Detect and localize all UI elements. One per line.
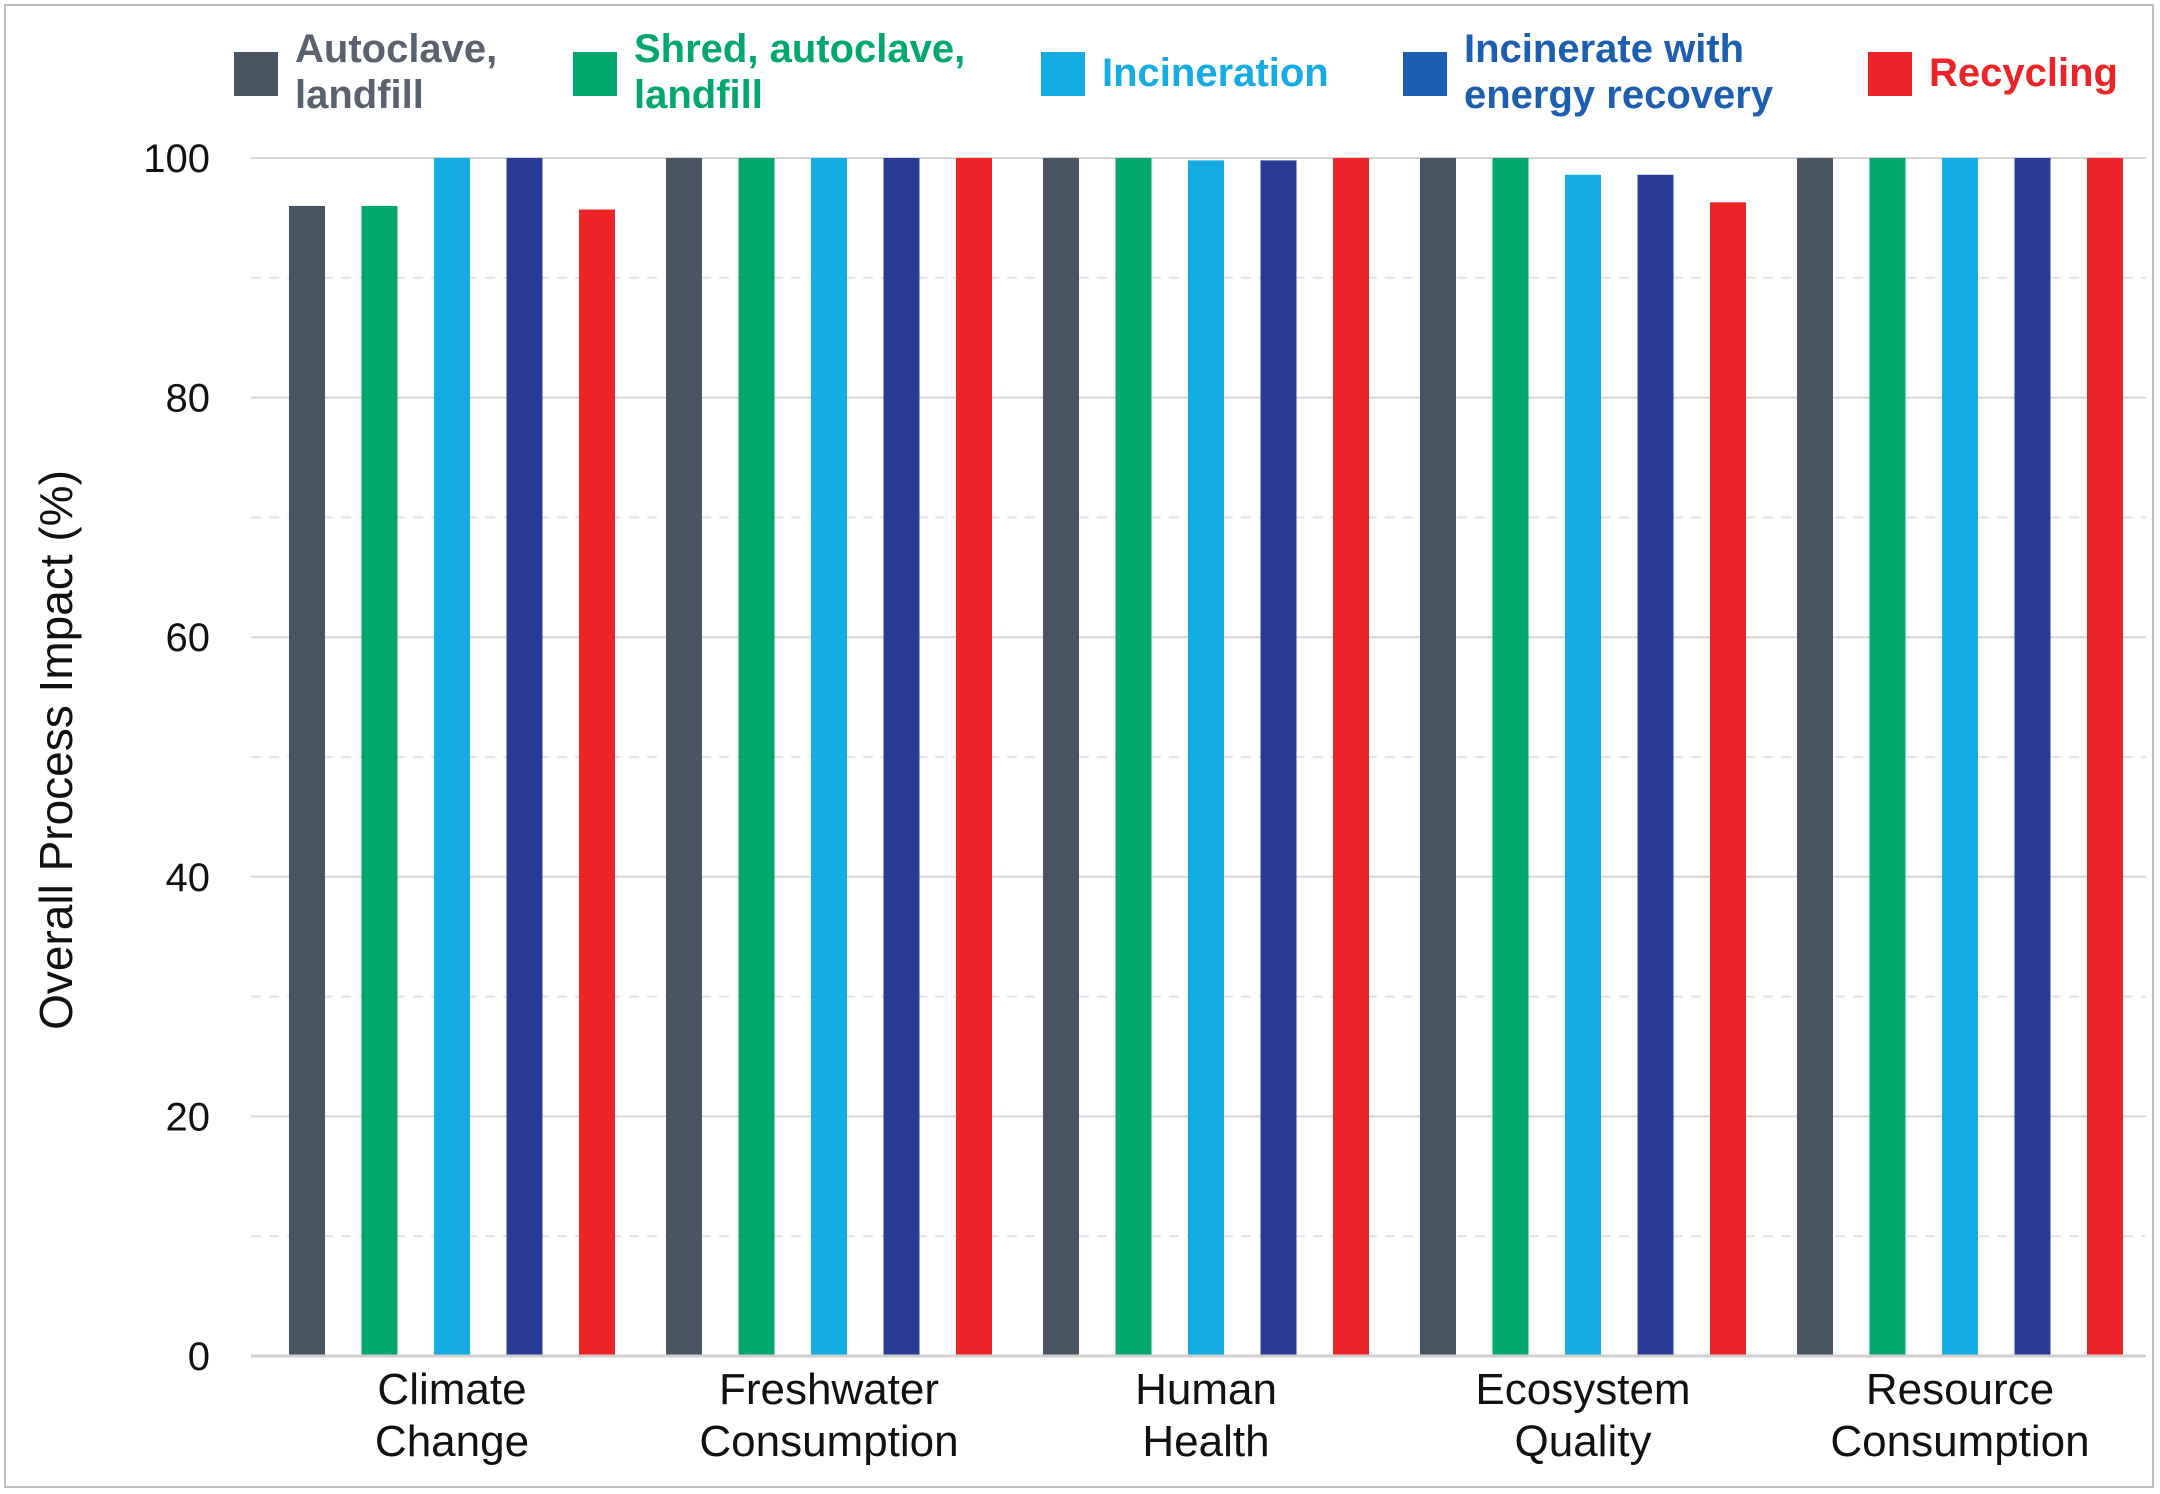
- legend-label: Autoclave,: [295, 27, 497, 71]
- legend-swatch: [234, 52, 278, 96]
- legend-label: Incinerate with: [1464, 27, 1744, 71]
- bars: [289, 158, 2123, 1357]
- category-label: Ecosystem: [1475, 1365, 1690, 1414]
- bar: [811, 158, 847, 1356]
- legend-label: Shred, autoclave,: [634, 27, 965, 71]
- bar: [1115, 158, 1152, 1356]
- bar: [506, 158, 543, 1356]
- bar: [1797, 158, 1833, 1356]
- bar: [883, 158, 920, 1356]
- bar: [666, 158, 702, 1356]
- bar: [1710, 202, 1746, 1356]
- bar: [738, 158, 775, 1356]
- y-axis-title: Overall Process Impact (%): [30, 470, 82, 1030]
- bar: [1565, 174, 1601, 1357]
- bar: [1637, 174, 1674, 1357]
- legend-label: landfill: [295, 73, 424, 117]
- bar: [1333, 158, 1369, 1356]
- y-tick-label: 80: [166, 377, 211, 421]
- legend-swatch: [1041, 52, 1085, 96]
- legend-label: Recycling: [1929, 51, 2118, 95]
- y-tick-label: 100: [143, 137, 210, 181]
- y-tick-label: 20: [166, 1095, 211, 1139]
- bar: [1869, 158, 1906, 1356]
- y-tick-label: 40: [166, 856, 211, 900]
- category-label: Resource: [1866, 1365, 2054, 1414]
- category-label: Consumption: [699, 1417, 958, 1466]
- category-label: Freshwater: [719, 1365, 939, 1414]
- chart-frame: 0 20 40 60 80 100 Climate Change Freshwater Consu…: [4, 4, 2154, 1488]
- axes: 020406080100ClimateChangeFreshwaterConsu…: [143, 137, 2146, 1466]
- bar: [1492, 158, 1529, 1356]
- category-label: Change: [375, 1417, 529, 1466]
- bar: [956, 158, 992, 1356]
- bar: [361, 205, 398, 1356]
- bar: [1260, 160, 1297, 1356]
- bar-chart: 020406080100ClimateChangeFreshwaterConsu…: [30, 27, 2146, 1466]
- legend-label: landfill: [634, 73, 763, 117]
- bar: [1420, 158, 1456, 1356]
- y-tick-label: 0: [188, 1335, 210, 1379]
- legend-label: Incineration: [1102, 51, 1329, 95]
- category-label: Quality: [1515, 1417, 1652, 1466]
- legend-swatch: [1868, 52, 1912, 96]
- bar: [1188, 160, 1224, 1356]
- bar: [2087, 158, 2123, 1356]
- legend-label: energy recovery: [1464, 73, 1774, 117]
- legend-swatch: [1403, 52, 1447, 96]
- y-tick-label: 60: [166, 616, 211, 660]
- category-label: Human: [1135, 1365, 1277, 1414]
- category-label: Health: [1142, 1417, 1269, 1466]
- category-label: Consumption: [1830, 1417, 2089, 1466]
- bar: [434, 158, 470, 1356]
- bar: [579, 209, 615, 1356]
- bar: [1043, 158, 1079, 1356]
- bar: [2014, 158, 2051, 1356]
- bar: [289, 205, 325, 1356]
- legend-swatch: [573, 52, 617, 96]
- bar: [1942, 158, 1978, 1356]
- category-label: Climate: [377, 1365, 526, 1414]
